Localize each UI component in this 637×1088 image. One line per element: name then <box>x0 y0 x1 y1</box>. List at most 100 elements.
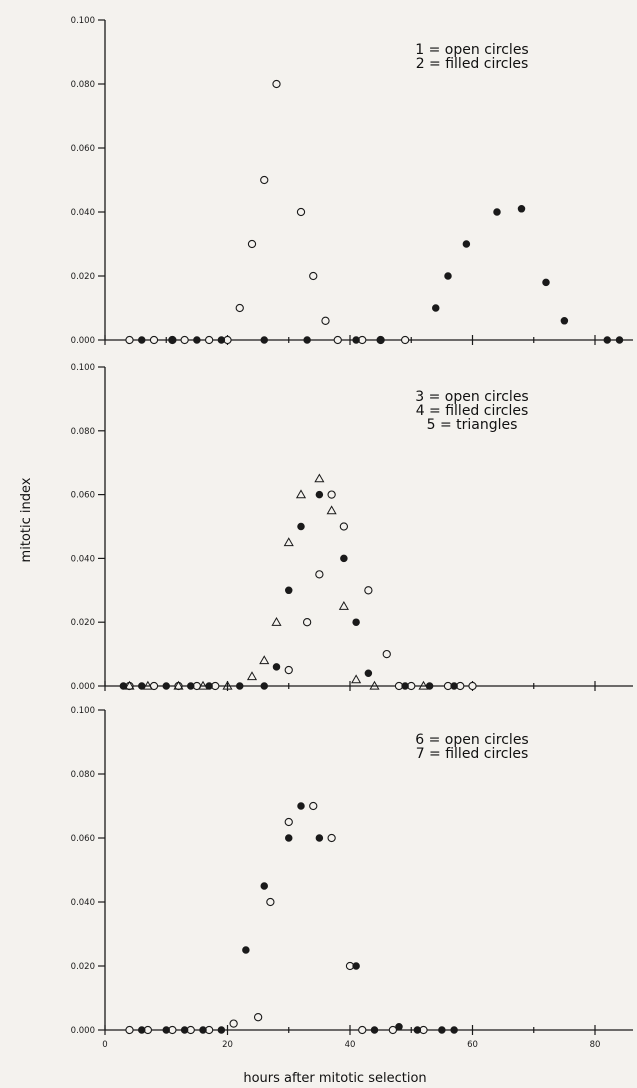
panel-2-series-2-point <box>187 682 195 690</box>
panel-1-series-1-point <box>180 335 189 345</box>
panel-3-series-1-point <box>284 817 293 827</box>
x-axis-title: hours after mitotic selection <box>243 1071 426 1086</box>
panel-2-series-2-point <box>260 682 268 690</box>
panel-2-series-3-point <box>338 601 349 610</box>
panel-1-series-2-point <box>517 205 526 213</box>
panel-2-series-3-point <box>351 674 362 684</box>
panel-1-series-1-point <box>400 335 410 345</box>
panel-3-x-tick-label: 0 <box>102 1040 107 1050</box>
panel-2-y-tick-label: 0.020 <box>71 618 95 628</box>
panel-1-series-1-point <box>333 335 342 345</box>
panel-3-x-tick-label: 80 <box>590 1040 601 1050</box>
panel-2-series-1-point <box>468 681 477 691</box>
panel-2-series-3-point <box>295 489 307 499</box>
panel-1-series-2-point <box>603 336 611 344</box>
panel-2-y-tick-label: 0.080 <box>71 427 95 437</box>
panel-3-series-2-point <box>284 834 293 842</box>
panel-1-series-2-point <box>431 304 440 312</box>
panel-1-series-2-point <box>168 336 177 344</box>
panel-2-legend-entry: 3 = open circles <box>415 389 528 405</box>
panel-2-y-tick-label: 0.060 <box>71 491 95 501</box>
panel-2-legend-entry: 4 = filled circles <box>416 403 529 419</box>
panel-2-y-tick-label: 0.100 <box>71 363 95 373</box>
panel-1-legend-entry: 1 = open circles <box>415 42 528 58</box>
panel-2-series-1-point <box>339 522 349 531</box>
panel-3-series-2-point <box>180 1026 189 1034</box>
panel-1-series-2-point <box>138 336 146 344</box>
panel-2-series-2-point <box>352 618 360 626</box>
panel-2-series-1-point <box>327 490 336 499</box>
panel-2-series-3-point <box>271 616 282 626</box>
panel-1-series-1-point <box>260 175 269 185</box>
panel-2-series-3-point <box>173 680 184 690</box>
panel-1-series-2-point <box>260 336 268 344</box>
y-axis-title: mitotic index <box>19 477 34 562</box>
panel-1-series-2-point <box>376 336 385 344</box>
panel-2-series-3-point <box>246 671 258 681</box>
panel-3-series-2-point <box>413 1026 422 1034</box>
panel-1-series-2-point <box>444 272 452 280</box>
panel-1-series-2-point <box>303 336 311 344</box>
panel-1-y-tick-label: 0.080 <box>71 80 95 90</box>
panel-2-series-2-point <box>364 669 373 677</box>
panel-2-series-3-point <box>418 680 429 690</box>
panel-1-series-2-point <box>352 336 360 344</box>
panel-1-series-2-point <box>493 208 501 216</box>
panel-3-y-tick-label: 0.080 <box>71 770 95 780</box>
panel-1-series-1-point <box>125 335 134 345</box>
panel-2-series-2-point <box>284 586 293 595</box>
panel-1-series-1-point <box>204 335 214 345</box>
panel-3-series-1-point <box>309 801 318 811</box>
panel-1-y-tick-label: 0.000 <box>71 336 95 346</box>
panel-3-series-2-point <box>450 1026 458 1034</box>
panel-3-x-tick-label: 20 <box>222 1040 233 1050</box>
panel-3-y-tick-label: 0.100 <box>71 706 95 716</box>
panel-2-series-3-point <box>197 680 209 690</box>
panel-1-y-tick-label: 0.040 <box>71 208 95 218</box>
panel-3-y-tick-label: 0.040 <box>71 898 95 908</box>
panel-1-series-1-point <box>309 271 318 281</box>
panel-2-series-3-point <box>369 680 380 690</box>
panel-2-series-2-point <box>401 682 409 690</box>
panel-3-series-2-point <box>162 1026 171 1034</box>
panel-3-series-2-point <box>395 1023 403 1031</box>
panel-1: 0.000 0.020 0.040 0.060 0.080 0.100 1 = open c… <box>71 16 633 346</box>
panel-1-series-2-point <box>462 240 471 248</box>
panels: 0.000 0.020 0.040 0.060 0.080 0.100 1 = open c… <box>71 16 633 1050</box>
panel-1-y-tick-label: 0.060 <box>71 144 95 154</box>
panel-2-series-1-point <box>315 570 324 579</box>
panel-3-legend-entry: 6 = open circles <box>415 732 528 748</box>
panel-1-y-tick-label: 0.020 <box>71 272 95 282</box>
panel-1-series-2-point <box>217 336 226 344</box>
panel-3-series-2-point <box>138 1026 146 1034</box>
panel-2-series-2-point <box>236 682 244 690</box>
panel-2-series-1-point <box>284 665 293 675</box>
panel-2-series-2-point <box>450 682 458 690</box>
panel-2-series-1-point <box>302 618 312 627</box>
panel-2-series-2-point <box>315 490 324 499</box>
panel-2: 0.000 0.020 0.040 0.060 0.080 0.100 3 = open c… <box>71 363 633 692</box>
panel-3-y-tick-label: 0.000 <box>71 1026 95 1036</box>
panel-1-series-1-point <box>272 79 281 89</box>
panel-3-series-1-point <box>266 897 275 907</box>
panel-3-series-1-point <box>327 833 336 843</box>
panel-2-series-1-point <box>364 586 373 595</box>
panel-2-series-3-point <box>222 680 233 690</box>
panel-3-series-2-point <box>242 946 250 954</box>
panel-2-series-2-point <box>297 522 305 531</box>
panel-3-series-2-point <box>438 1026 446 1034</box>
panel-1-series-2-point <box>193 336 201 344</box>
panel-1-series-1-point <box>149 335 159 345</box>
panel-3: 0.000 0.020 0.040 0.060 0.080 0.100 0 20 40 60 80 6… <box>71 706 633 1050</box>
panel-3-x-tick-label: 60 <box>467 1040 478 1050</box>
panel-2-y-tick-label: 0.000 <box>71 682 95 692</box>
panel-1-series-1-point <box>321 316 330 325</box>
panel-2-y-tick-label: 0.040 <box>71 554 95 564</box>
panel-1-y-tick-label: 0.100 <box>71 16 95 26</box>
panel-3-x-tick-label: 40 <box>345 1040 356 1050</box>
panel-3-y-tick-label: 0.020 <box>71 962 95 972</box>
panel-2-series-3-point <box>283 537 294 547</box>
panel-2-series-2-point <box>162 682 171 690</box>
panel-1-series-1-point <box>247 239 257 249</box>
